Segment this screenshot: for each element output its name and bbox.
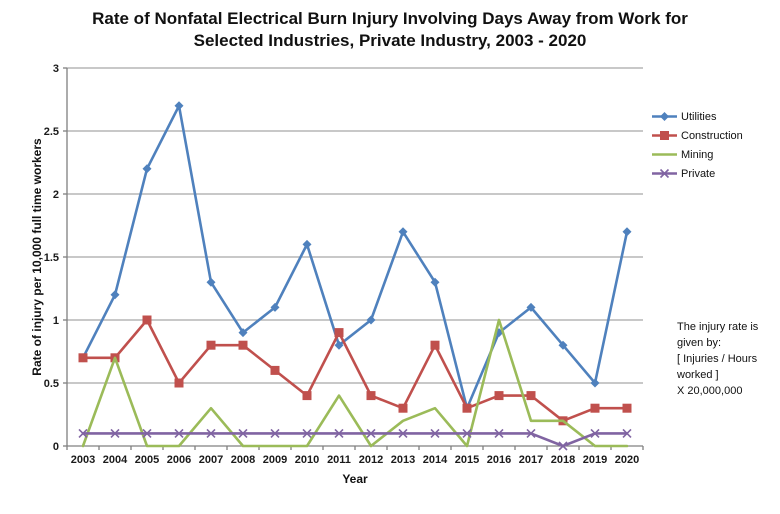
- x-tick-label: 2004: [103, 454, 128, 466]
- legend-label: Construction: [681, 129, 743, 142]
- diamond-marker-icon: [652, 112, 677, 121]
- x-tick-label: 2005: [135, 454, 159, 466]
- x-axis-title: Year: [342, 472, 368, 486]
- y-tick-label: 2.5: [44, 126, 59, 138]
- series-private: [78, 428, 632, 451]
- chart-title-line1: Rate of Nonfatal Electrical Burn Injury …: [92, 9, 688, 28]
- x-tick-label: 2003: [71, 454, 95, 466]
- x-tick-label: 2018: [551, 454, 575, 466]
- y-tick-label: 1.5: [44, 252, 59, 264]
- injury-rate-annotation: The injury rate is given by: [ Injuries …: [677, 321, 759, 397]
- y-tick-label: 1: [53, 315, 59, 327]
- x-tick-label: 2007: [199, 454, 223, 466]
- legend-item-mining: Mining: [651, 145, 743, 164]
- y-tick-label: 0.5: [44, 378, 59, 390]
- x-tick-label: 2012: [359, 454, 383, 466]
- x-tick-label: 2017: [519, 454, 543, 466]
- legend-label: Utilities: [681, 110, 717, 123]
- y-axis-title: Rate of injury per 10,000 full time work…: [30, 138, 44, 376]
- chart-title: Rate of Nonfatal Electrical Burn Injury …: [0, 8, 780, 52]
- x-tick-label: 2006: [167, 454, 191, 466]
- legend-item-private: Private: [651, 164, 743, 183]
- x-tick-label: 2009: [263, 454, 287, 466]
- legend: Utilities Construction Mining Private: [651, 107, 743, 183]
- legend-item-utilities: Utilities: [651, 107, 743, 126]
- legend-item-construction: Construction: [651, 126, 743, 145]
- x-tick-label: 2010: [295, 454, 319, 466]
- legend-label: Mining: [681, 148, 714, 161]
- y-tick-label: 3: [53, 63, 59, 75]
- x-tick-label: 2008: [231, 454, 255, 466]
- y-tick-label: 2: [53, 189, 59, 201]
- chart-title-line2: Selected Industries, Private Industry, 2…: [193, 31, 587, 50]
- x-tick-label: 2013: [391, 454, 415, 466]
- x-tick-label: 2015: [455, 454, 479, 466]
- line-swatch-icon: [652, 153, 677, 156]
- series-mining: [81, 318, 629, 448]
- x-marker-icon: [652, 168, 677, 179]
- square-marker-icon: [652, 131, 677, 140]
- x-tick-label: 2016: [487, 454, 511, 466]
- legend-label: Private: [681, 167, 716, 180]
- x-tick-label: 2020: [615, 454, 639, 466]
- y-tick-label: 0: [53, 441, 59, 453]
- x-tick-label: 2014: [423, 454, 448, 466]
- x-tick-label: 2019: [583, 454, 607, 466]
- x-tick-label: 2011: [327, 454, 351, 466]
